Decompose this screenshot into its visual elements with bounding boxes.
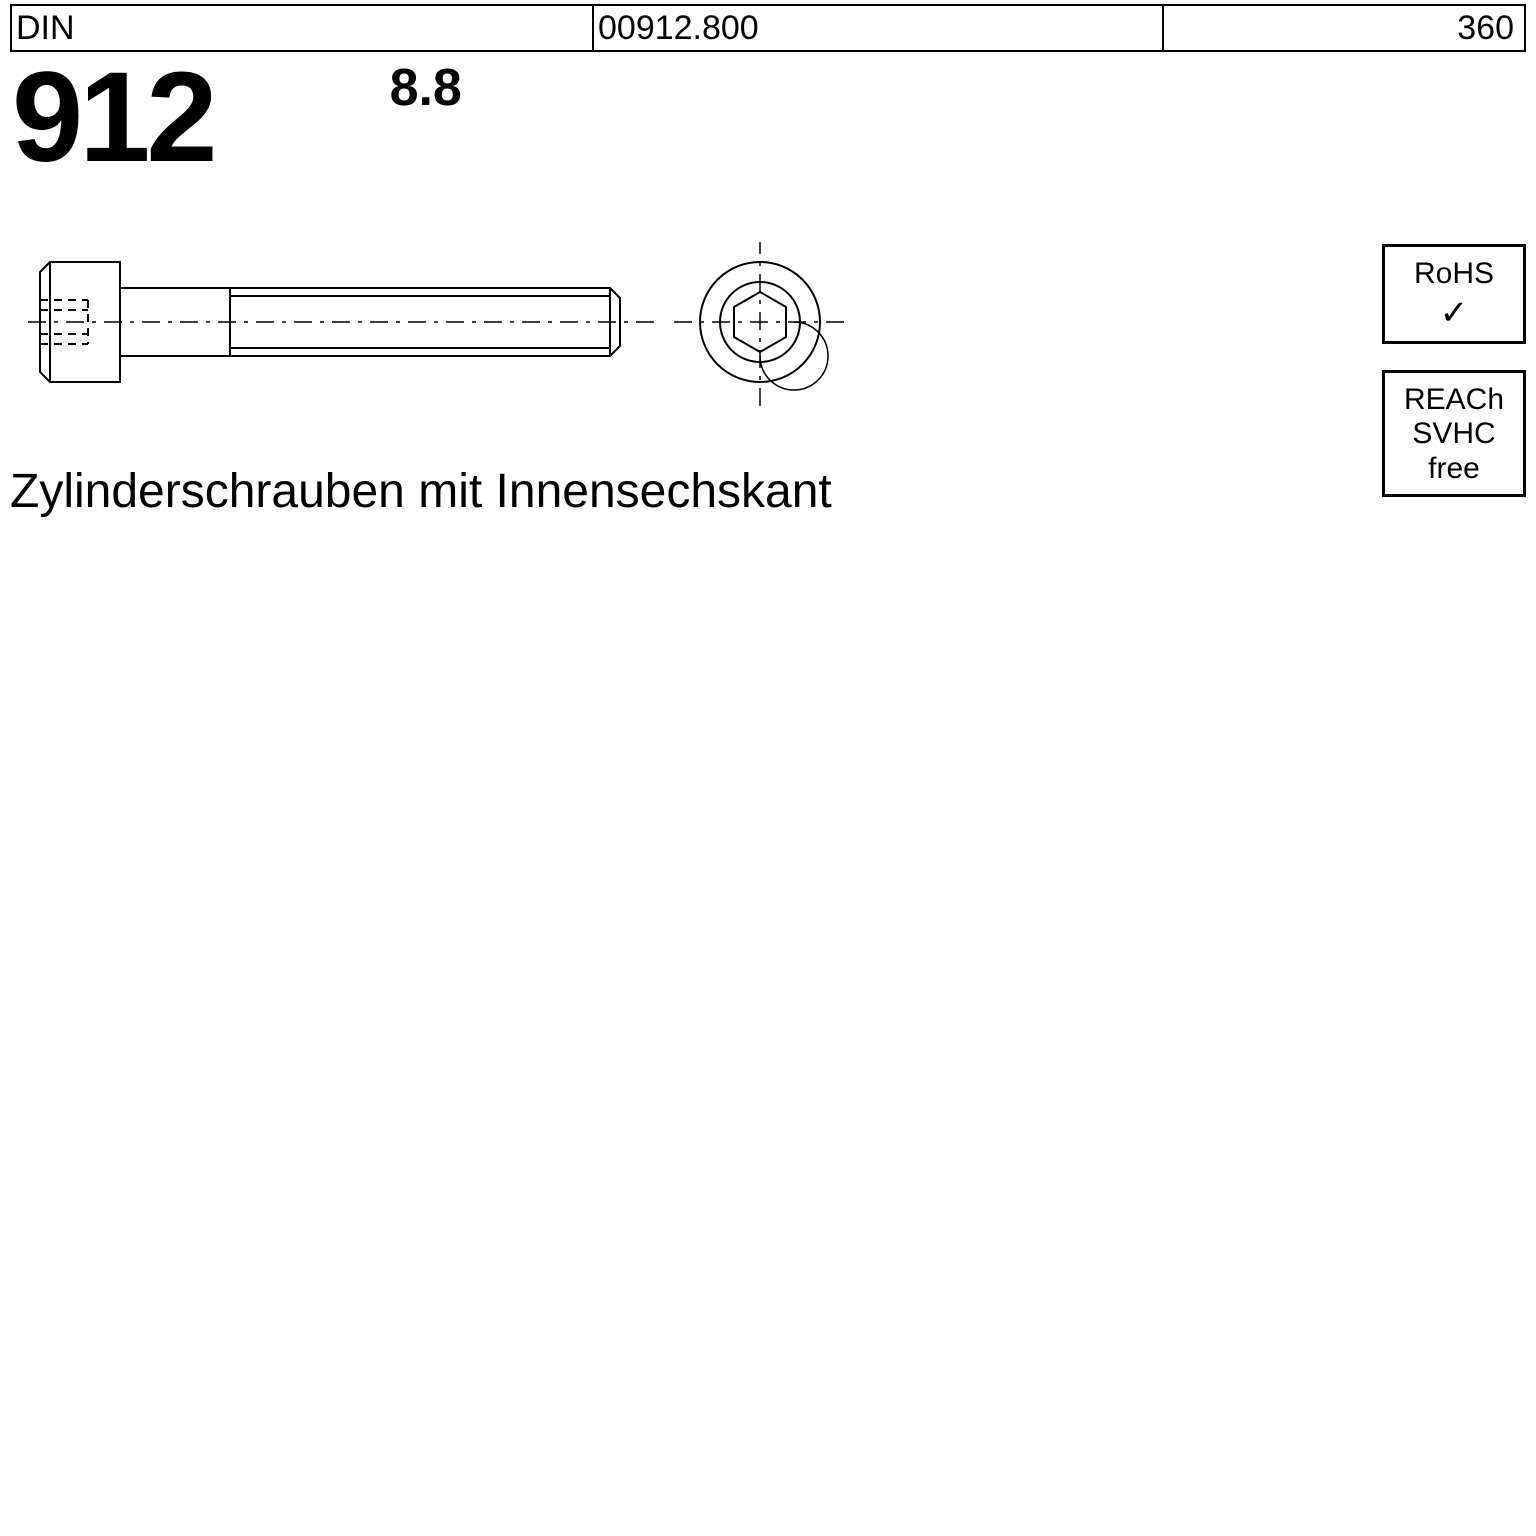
product-description: Zylinderschrauben mit Innensechskant <box>10 464 832 519</box>
header-standard: DIN <box>12 6 594 50</box>
header-page-number: 360 <box>1164 6 1524 50</box>
technical-drawing <box>10 232 1526 442</box>
strength-grade: 8.8 <box>390 58 462 118</box>
rohs-label: RoHS <box>1414 257 1494 290</box>
reach-badge: REACh SVHC free <box>1382 370 1526 498</box>
din-number: 912 <box>10 54 214 182</box>
reach-line2: SVHC <box>1412 417 1495 450</box>
header-row: DIN 00912.800 360 <box>10 4 1526 52</box>
datasheet: DIN 00912.800 360 912 8.8 RoHS ✓ REACh S… <box>10 4 1526 442</box>
screw-diagram <box>20 242 860 412</box>
compliance-badges: RoHS ✓ REACh SVHC free <box>1382 244 1526 523</box>
title-row: 912 8.8 <box>10 54 1526 182</box>
rohs-badge: RoHS ✓ <box>1382 244 1526 344</box>
check-icon: ✓ <box>1389 294 1519 333</box>
reach-line1: REACh <box>1404 383 1504 416</box>
header-article-code: 00912.800 <box>594 6 1164 50</box>
reach-line3: free <box>1428 452 1480 485</box>
